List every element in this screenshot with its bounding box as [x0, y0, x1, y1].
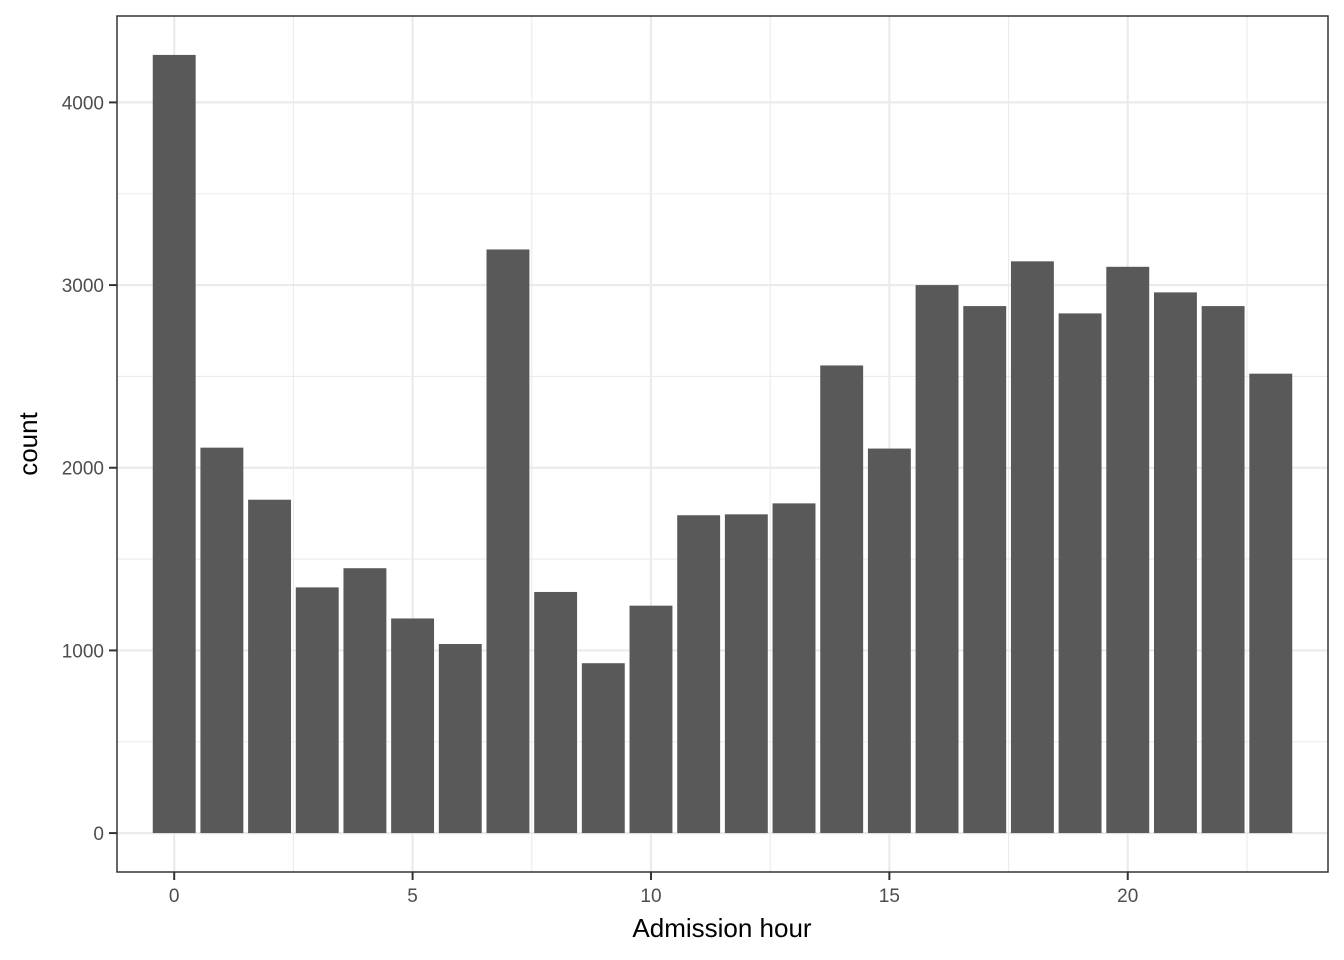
bar — [152, 54, 196, 834]
bar — [963, 306, 1007, 834]
x-axis-title: Admission hour — [632, 913, 812, 943]
y-tick-label: 1000 — [62, 641, 104, 662]
bar — [581, 663, 625, 834]
bar — [915, 285, 959, 834]
bar — [867, 448, 911, 834]
bar — [1058, 313, 1102, 834]
panel-border — [116, 15, 1329, 873]
y-axis: 0 1000 2000 3000 4000 — [62, 93, 117, 845]
bar — [1201, 306, 1245, 834]
y-axis-title: count — [13, 411, 43, 475]
x-tick-label: 15 — [879, 886, 900, 907]
bar — [724, 514, 768, 834]
bar — [629, 605, 673, 834]
bar — [1010, 261, 1054, 834]
bar — [772, 503, 816, 834]
x-tick-label: 0 — [169, 886, 180, 907]
bar — [343, 568, 387, 834]
y-tick-label: 0 — [93, 824, 104, 845]
bar — [820, 365, 864, 834]
x-tick-label: 10 — [640, 886, 661, 907]
bar — [248, 499, 292, 834]
bar — [534, 591, 578, 834]
y-tick-label: 4000 — [62, 93, 104, 114]
x-tick-label: 20 — [1117, 886, 1138, 907]
bar — [295, 587, 339, 834]
bar — [200, 447, 244, 834]
y-tick-label: 2000 — [62, 459, 104, 480]
bars — [152, 54, 1293, 834]
bar — [438, 644, 482, 834]
bar — [1106, 266, 1150, 834]
bar — [486, 249, 530, 834]
y-tick-label: 3000 — [62, 276, 104, 297]
x-axis: 0 5 10 15 20 — [169, 872, 1138, 907]
bar — [677, 515, 721, 834]
bar — [391, 618, 435, 834]
x-tick-label: 5 — [407, 886, 418, 907]
bar — [1249, 373, 1293, 834]
bar — [1153, 292, 1197, 834]
